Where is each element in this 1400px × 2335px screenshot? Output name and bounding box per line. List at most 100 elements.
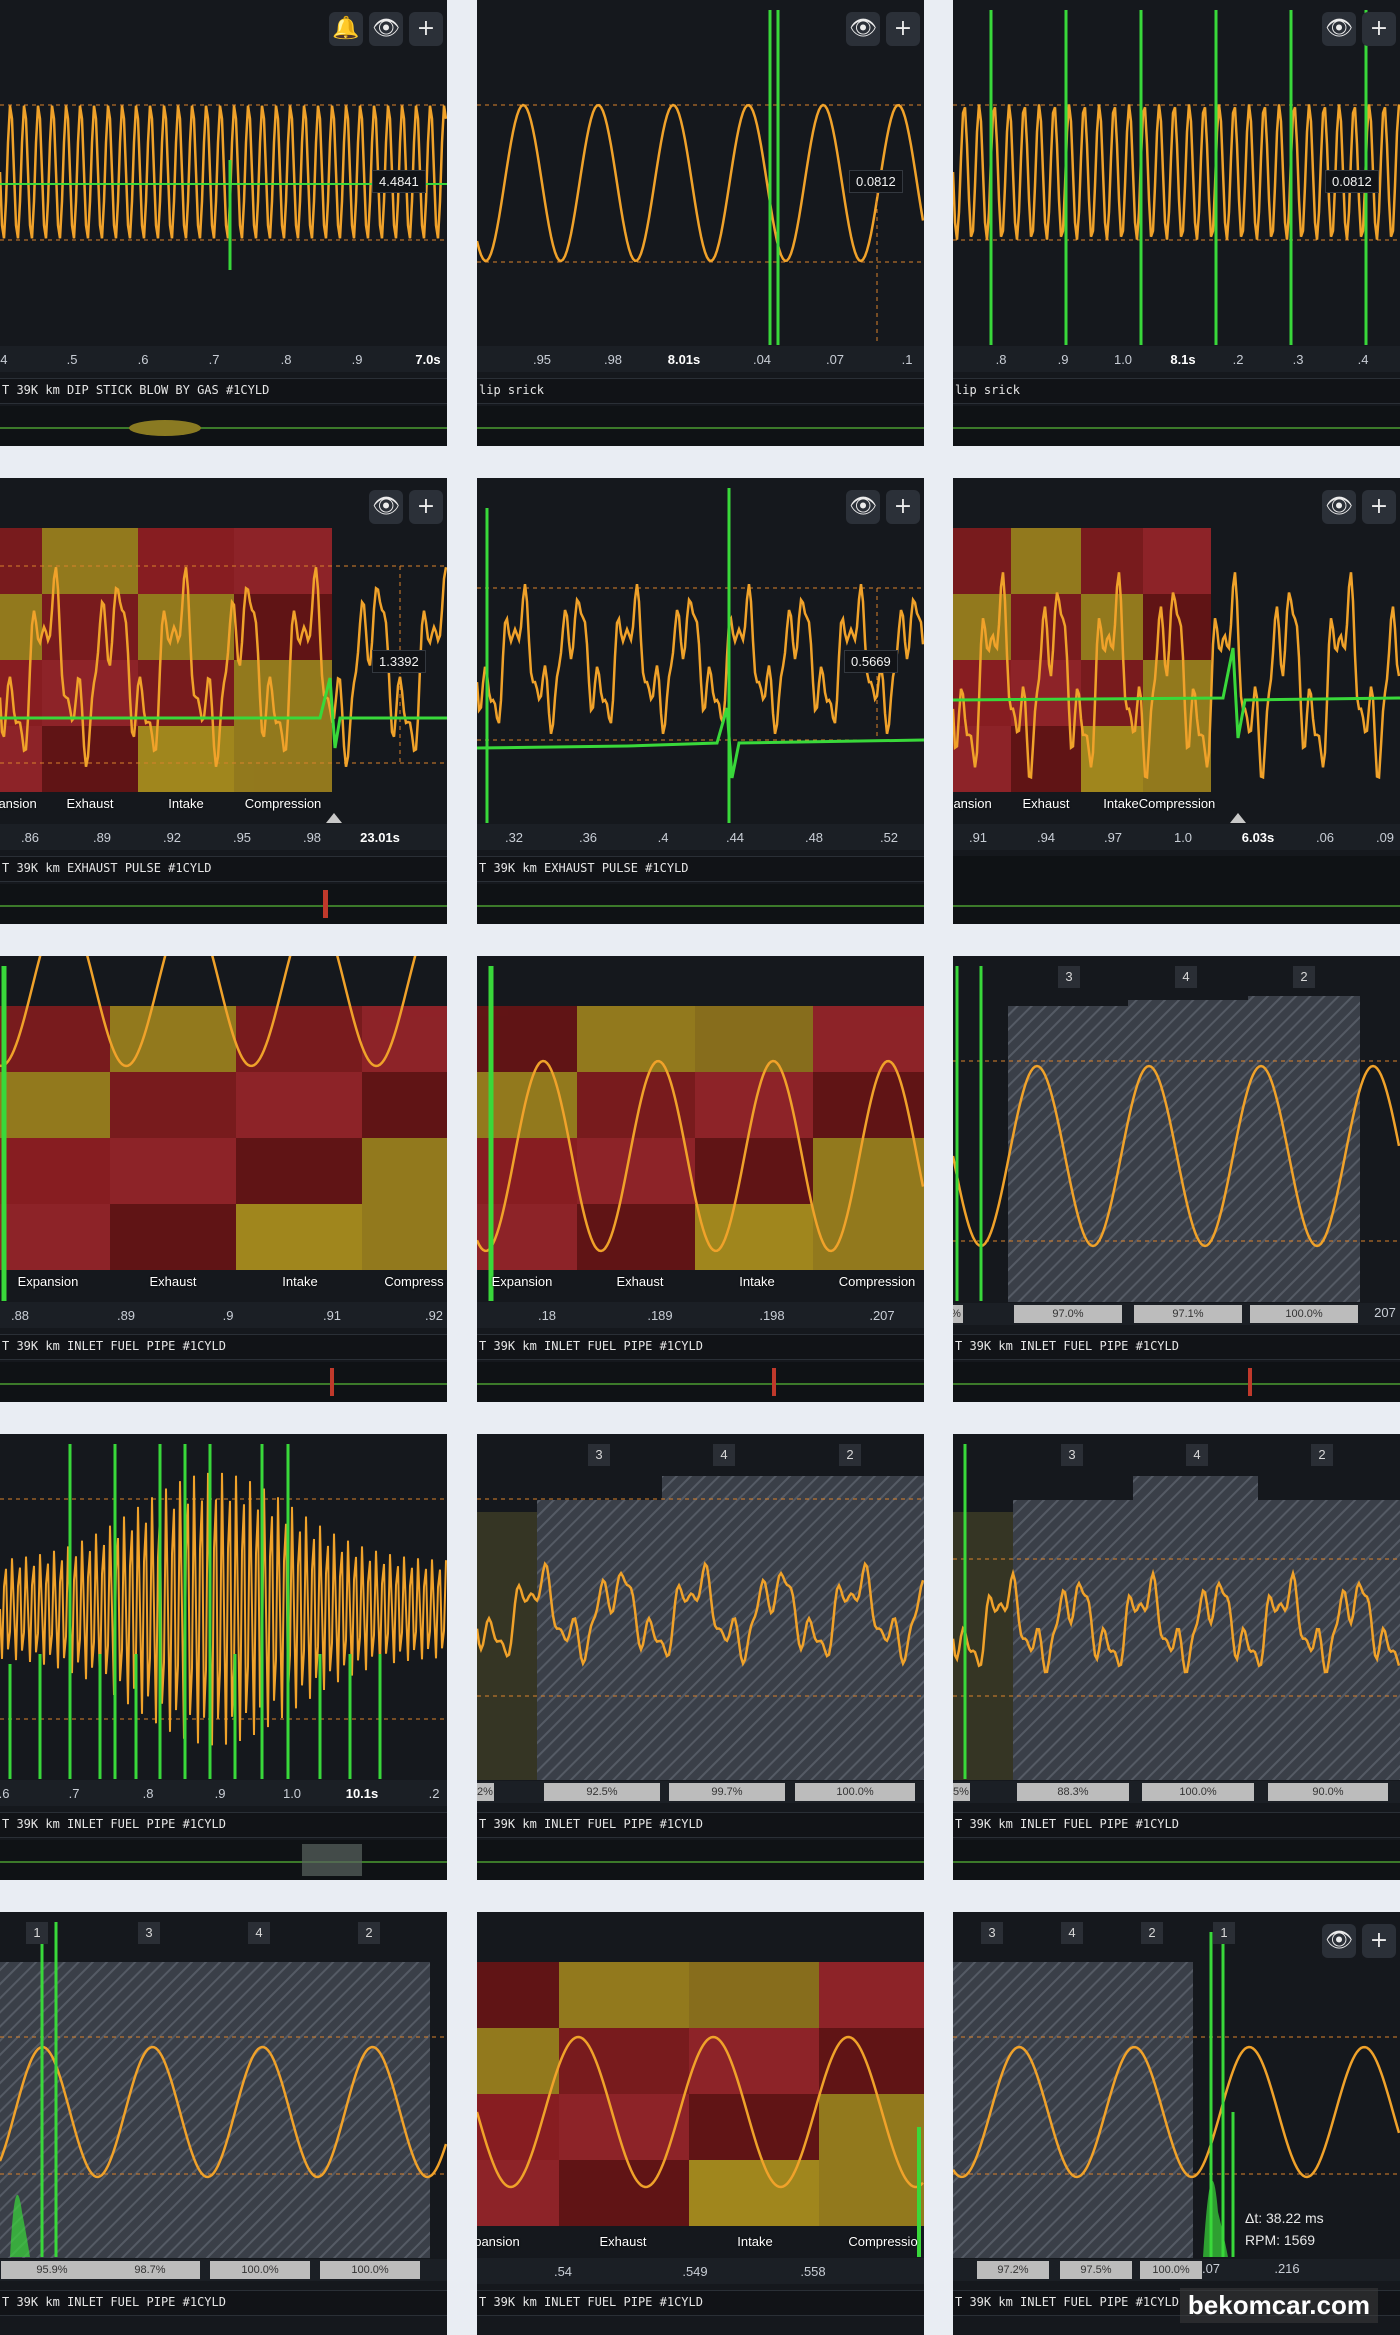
channel-caption: lip srick <box>477 378 924 404</box>
eye-icon[interactable]: 👁 <box>1322 1924 1356 1958</box>
plus-icon[interactable]: + <box>409 12 443 46</box>
tick-label: .18 <box>537 1308 557 1323</box>
overview-strip[interactable] <box>477 406 924 446</box>
plus-icon[interactable]: + <box>886 490 920 524</box>
scope-panel-11[interactable]: 3 4 2 2% 92.5% 99.7% 100.0% T 39K km INL… <box>477 1434 924 1880</box>
tick-label: .2 <box>428 1786 440 1801</box>
plus-icon[interactable]: + <box>886 12 920 46</box>
waveform-plot <box>953 1932 1400 2258</box>
cylinder-marker: 2 <box>1141 1922 1163 1944</box>
balance-pct: 92.5% <box>544 1783 660 1801</box>
eye-icon[interactable]: 👁 <box>846 490 880 524</box>
plus-icon[interactable]: + <box>409 490 443 524</box>
tick-label: .54 <box>553 2264 573 2279</box>
cycle-label: Compressio <box>848 2234 918 2249</box>
cycle-label: Compression <box>244 796 322 811</box>
scope-panel-4[interactable]: 👁 + 1.3392 pansion Exhaust Intake Compre… <box>0 478 447 924</box>
eye-icon[interactable]: 👁 <box>1322 12 1356 46</box>
tick-label: .9 <box>351 352 363 367</box>
tick-label: .7 <box>68 1786 80 1801</box>
cycle-label: pansion <box>953 796 992 811</box>
tick-label: .4 <box>0 352 8 367</box>
overview-strip[interactable] <box>0 1840 447 1880</box>
balance-pct: 5% <box>953 1783 970 1801</box>
eye-icon[interactable]: 👁 <box>369 490 403 524</box>
tick-label: .9 <box>1057 352 1069 367</box>
scope-panel-2[interactable]: 👁 + 0.0812 .95 .98 8.01s .04 .07 .1 lip … <box>477 0 924 446</box>
scope-panel-3[interactable]: 👁 + 0.0812 .8 .9 1.0 8.1s .2 .3 .4 lip s… <box>953 0 1400 446</box>
scope-panel-8[interactable]: Expansion Exhaust Intake Compression .18… <box>477 956 924 1402</box>
toolbar-icons: 🔔 👁 + <box>329 12 443 48</box>
scope-panel-9[interactable]: 3 4 2 5% 97.0% 97.1% 100.0% 207 T 39K km… <box>953 956 1400 1402</box>
eye-icon[interactable]: 👁 <box>1322 490 1356 524</box>
balance-pct: 5% <box>953 1305 963 1323</box>
tick-label: .198 <box>759 1308 785 1323</box>
waveform-plot <box>953 966 1400 1302</box>
tick-label: .36 <box>578 830 598 845</box>
overview-strip[interactable] <box>953 406 1400 446</box>
toolbar-icons: 👁 + <box>369 490 443 526</box>
overview-strip[interactable] <box>0 406 447 446</box>
tick-label: .07 <box>1201 2261 1221 2276</box>
scope-panel-13[interactable]: 1 3 4 2 95.9% 98.7% 100.0% 100.0% T 39K … <box>0 1912 447 2335</box>
waveform-plot <box>477 1476 924 1780</box>
cylinder-marker: 3 <box>1061 1444 1083 1466</box>
overview-strip[interactable] <box>0 1362 447 1402</box>
tick-label: .4 <box>1357 352 1369 367</box>
channel-caption: T 39K km INLET FUEL PIPE #1CYLD <box>0 1812 447 1838</box>
tick-label: .9 <box>222 1308 234 1323</box>
cycle-label: Intake <box>739 1274 775 1289</box>
waveform-plot <box>477 488 924 823</box>
bell-icon[interactable]: 🔔 <box>329 12 363 46</box>
waveform-plot <box>953 1444 1400 1780</box>
cycle-label: Intake <box>168 796 204 811</box>
scope-panel-6[interactable]: 👁 + pansion Exhaust Intake Compression .… <box>953 478 1400 924</box>
tick-label: .92 <box>424 1308 444 1323</box>
eye-icon[interactable]: 👁 <box>846 12 880 46</box>
tick-label: .558 <box>800 2264 826 2279</box>
balance-bar: 5% 97.0% 97.1% 100.0% 207 <box>953 1303 1400 1325</box>
scope-panel-7[interactable]: Expansion Exhaust Intake Compress .88 .8… <box>0 956 447 1402</box>
overview-strip[interactable] <box>477 884 924 924</box>
scope-panel-10[interactable]: .6 .7 .8 .9 1.0 10.1s .2 T 39K km INLET … <box>0 1434 447 1880</box>
overview-strip[interactable] <box>953 1362 1400 1402</box>
plus-icon[interactable]: + <box>1362 12 1396 46</box>
overview-strip[interactable] <box>477 1362 924 1402</box>
scope-panel-14[interactable]: pansion Exhaust Intake Compressio .54 .5… <box>477 1912 924 2335</box>
balance-pct: 100.0% <box>210 2261 310 2279</box>
cycle-heatmap <box>953 528 1211 792</box>
tick-label: .9 <box>214 1786 226 1801</box>
cylinder-marker: 4 <box>248 1922 270 1944</box>
cycle-label: Intake <box>282 1274 318 1289</box>
time-axis: .32 .36 .4 .44 .48 .52 <box>477 824 924 850</box>
plus-icon[interactable]: + <box>1362 490 1396 524</box>
channel-caption: T 39K km EXHAUST PULSE #1CYLD <box>477 856 924 882</box>
overview-strip[interactable] <box>477 1840 924 1880</box>
tick-label: .8 <box>995 352 1007 367</box>
tick-label: .189 <box>647 1308 673 1323</box>
overview-strip[interactable] <box>953 1840 1400 1880</box>
overview-strip[interactable] <box>0 884 447 924</box>
tick-label: .2 <box>1232 352 1244 367</box>
scope-panel-15[interactable]: 👁 + 3 4 2 1 97.2% 97.5% 100.0% .07 .216 … <box>953 1912 1400 2335</box>
tick-label: .89 <box>116 1308 136 1323</box>
time-axis: .54 .549 .558 <box>477 2258 924 2284</box>
cycle-label: Expansion <box>491 1274 553 1289</box>
balance-pct: 97.2% <box>977 2261 1049 2279</box>
cylinder-marker: 2 <box>358 1922 380 1944</box>
scope-panel-12[interactable]: 3 4 2 5% 88.3% 100.0% 90.0% T 39K km INL… <box>953 1434 1400 1880</box>
tick-label: .04 <box>752 352 772 367</box>
waveform-plot <box>953 528 1400 823</box>
plus-icon[interactable]: + <box>1362 1924 1396 1958</box>
channel-caption: T 39K km INLET FUEL PIPE #1CYLD <box>477 2290 924 2316</box>
cylinder-marker: 4 <box>1175 966 1197 988</box>
scope-panel-1[interactable]: 🔔 👁 + 4.4841 .4 .5 .6 .7 .8 .9 7.0s T 39… <box>0 0 447 446</box>
tick-label: 10.1s <box>345 1786 379 1801</box>
tick-label: .44 <box>725 830 745 845</box>
scope-panel-5[interactable]: 👁 + 0.5669 .32 .36 .4 .44 .48 .52 T 39K … <box>477 478 924 924</box>
tick-label: .94 <box>1036 830 1056 845</box>
eye-icon[interactable]: 👁 <box>369 12 403 46</box>
overview-strip[interactable] <box>953 856 1400 924</box>
waveform-plot <box>0 1444 447 1779</box>
balance-pct: 100.0% <box>1140 2261 1202 2279</box>
